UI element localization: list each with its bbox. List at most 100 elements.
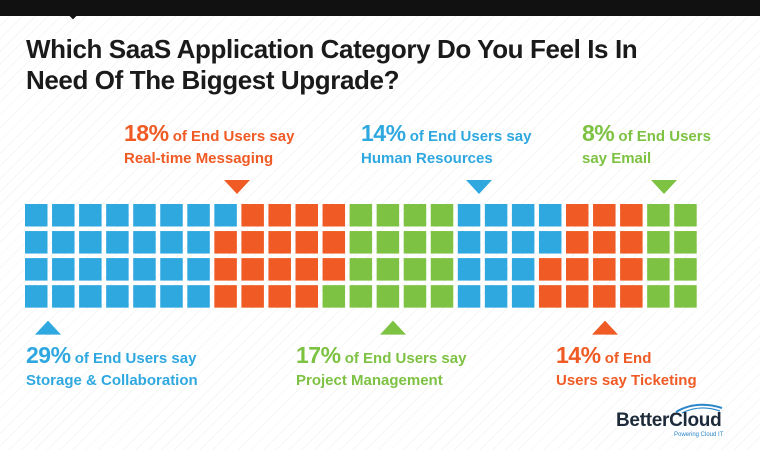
waffle-cell bbox=[214, 285, 237, 308]
waffle-cell bbox=[322, 285, 346, 308]
waffle-cell bbox=[160, 285, 183, 308]
waffle-cell bbox=[430, 231, 454, 254]
waffle-cell bbox=[566, 258, 589, 281]
callout-storage-line2: Storage & Collaboration bbox=[26, 372, 198, 389]
waffle-cell bbox=[349, 204, 373, 227]
callout-hr-line1: of End Users say bbox=[405, 128, 532, 145]
waffle-cell bbox=[349, 285, 373, 308]
waffle-cell bbox=[25, 204, 48, 227]
waffle-cell bbox=[295, 285, 318, 308]
waffle-cell bbox=[647, 285, 670, 308]
pointer-triangle bbox=[592, 320, 618, 335]
waffle-cell bbox=[674, 285, 697, 308]
pointer-triangle bbox=[651, 180, 677, 194]
top-bar bbox=[0, 0, 760, 16]
waffle-cell bbox=[566, 204, 589, 227]
waffle-cell bbox=[430, 204, 454, 227]
callout-email: 8% of End Users say Email bbox=[582, 122, 711, 170]
waffle-cell bbox=[52, 258, 75, 281]
waffle-cell bbox=[187, 258, 210, 281]
title-line-2: Need Of The Biggest Upgrade? bbox=[26, 65, 400, 95]
waffle-cell bbox=[187, 285, 210, 308]
waffle-cell bbox=[647, 231, 670, 254]
waffle-cell bbox=[403, 204, 427, 227]
waffle-cell bbox=[268, 204, 291, 227]
waffle-cell bbox=[160, 204, 183, 227]
waffle-cell bbox=[376, 285, 400, 308]
waffle-cell bbox=[160, 258, 183, 281]
waffle-cell bbox=[295, 231, 318, 254]
waffle-cell bbox=[593, 258, 616, 281]
waffle-cell bbox=[538, 285, 562, 308]
pointer-triangle bbox=[466, 180, 492, 194]
waffle-cell bbox=[106, 204, 129, 227]
waffle-cell bbox=[268, 285, 291, 308]
waffle-cell bbox=[241, 258, 264, 281]
waffle-cell bbox=[620, 258, 643, 281]
waffle-cell bbox=[376, 231, 400, 254]
waffle-cell bbox=[106, 285, 129, 308]
callout-hr: 14% of End Users say Human Resources bbox=[361, 122, 531, 170]
waffle-cell bbox=[79, 231, 102, 254]
callout-email-line1: of End Users bbox=[614, 128, 711, 145]
cloud-swoosh-icon bbox=[675, 403, 723, 414]
waffle-cell bbox=[52, 285, 75, 308]
waffle-cell bbox=[133, 204, 156, 227]
callout-project-pct: 17% bbox=[296, 342, 341, 368]
pointer-triangle bbox=[35, 320, 61, 335]
waffle-cell bbox=[593, 231, 616, 254]
waffle-cell bbox=[457, 285, 481, 308]
waffle-cell bbox=[538, 204, 562, 227]
waffle-cell bbox=[511, 285, 535, 308]
waffle-cell bbox=[214, 258, 237, 281]
waffle-cell bbox=[511, 231, 535, 254]
waffle-cell bbox=[349, 258, 373, 281]
waffle-cell bbox=[538, 231, 562, 254]
waffle-cell bbox=[187, 231, 210, 254]
waffle-cell bbox=[457, 231, 481, 254]
waffle-cell bbox=[214, 204, 237, 227]
callout-project: 17% of End Users say Project Management bbox=[296, 344, 466, 392]
waffle-cell bbox=[187, 204, 210, 227]
waffle-cell bbox=[484, 204, 508, 227]
waffle-cell bbox=[133, 258, 156, 281]
waffle-cell bbox=[430, 258, 454, 281]
waffle-cell bbox=[484, 231, 508, 254]
waffle-cell bbox=[214, 231, 237, 254]
waffle-cell bbox=[403, 258, 427, 281]
waffle-cell bbox=[322, 231, 346, 254]
callout-ticketing-pct: 14% bbox=[556, 342, 601, 368]
waffle-cell bbox=[376, 204, 400, 227]
waffle-cell bbox=[403, 285, 427, 308]
waffle-cell bbox=[106, 231, 129, 254]
waffle-cell bbox=[674, 204, 697, 227]
brand-tagline: Powering Cloud IT bbox=[674, 432, 724, 438]
callout-messaging-line2: Real-time Messaging bbox=[124, 150, 274, 167]
waffle-cell bbox=[295, 204, 318, 227]
waffle-cell bbox=[403, 231, 427, 254]
waffle-cell bbox=[430, 285, 454, 308]
waffle-cell bbox=[25, 285, 48, 308]
callout-ticketing-line1: of End bbox=[600, 350, 652, 367]
waffle-cell bbox=[511, 204, 535, 227]
waffle-cell bbox=[566, 285, 589, 308]
callout-email-pct: 8% bbox=[582, 120, 615, 146]
waffle-cell bbox=[52, 231, 75, 254]
waffle-cell bbox=[674, 258, 697, 281]
pointer-triangle bbox=[224, 180, 250, 194]
callout-messaging: 18% of End Users say Real-time Messaging bbox=[124, 122, 294, 170]
waffle-cell bbox=[457, 204, 481, 227]
chart-title: Which SaaS Application Category Do You F… bbox=[26, 34, 726, 96]
waffle-cell bbox=[511, 258, 535, 281]
waffle-cell bbox=[620, 204, 643, 227]
waffle-cell bbox=[79, 258, 102, 281]
waffle-cell bbox=[457, 258, 481, 281]
waffle-cell bbox=[322, 204, 346, 227]
waffle-cell bbox=[538, 258, 562, 281]
waffle-cell bbox=[268, 231, 291, 254]
waffle-cell bbox=[620, 231, 643, 254]
waffle-cell bbox=[566, 231, 589, 254]
callout-storage-pct: 29% bbox=[26, 342, 71, 368]
callout-email-line2: say Email bbox=[582, 150, 652, 167]
